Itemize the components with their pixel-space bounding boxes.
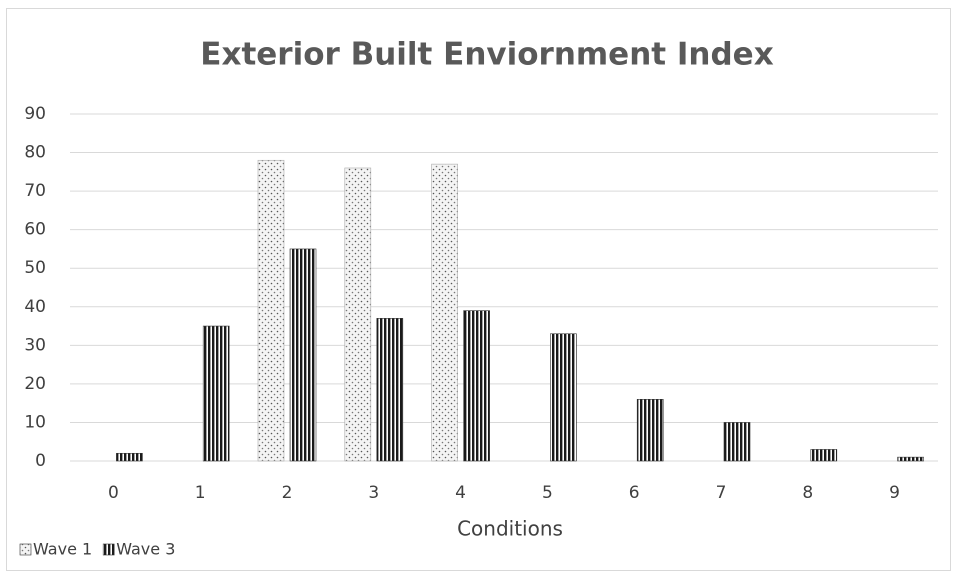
x-tick-label: 6 [629, 483, 640, 503]
x-tick-label: 8 [802, 483, 813, 503]
bar [431, 163, 458, 462]
y-tick-label: 0 [35, 451, 46, 471]
bar [897, 456, 924, 462]
x-tick-label: 1 [195, 483, 206, 503]
legend-label: Wave 1 [33, 540, 92, 559]
y-tick-label: 80 [24, 143, 46, 163]
bar [810, 449, 838, 462]
x-tick-label: 5 [542, 483, 553, 503]
x-tick-label: 4 [455, 483, 466, 503]
bar [289, 248, 317, 462]
bar [550, 333, 577, 462]
bar [723, 422, 751, 462]
chart-title: Exterior Built Enviornment Index [200, 37, 773, 73]
chart-frame [6, 8, 951, 571]
y-tick-label: 60 [24, 220, 46, 240]
bar [344, 167, 372, 462]
x-tick-label: 3 [368, 483, 379, 503]
bar [202, 325, 230, 462]
x-axis-label: Conditions [457, 517, 563, 541]
x-tick-label: 9 [889, 483, 900, 503]
y-tick-label: 70 [24, 181, 46, 201]
legend-swatch [19, 543, 32, 556]
x-tick-label: 2 [282, 483, 293, 503]
legend-swatch [102, 543, 115, 556]
x-tick-label: 7 [716, 483, 727, 503]
legend-label: Wave 3 [116, 540, 175, 559]
bar [116, 452, 143, 462]
y-tick-label: 90 [24, 104, 46, 124]
y-tick-label: 50 [24, 258, 46, 278]
y-tick-label: 30 [24, 335, 46, 355]
bar [636, 399, 664, 462]
bar [376, 318, 404, 462]
bar [257, 159, 285, 462]
bar [463, 310, 490, 462]
y-tick-label: 10 [24, 412, 46, 432]
y-tick-label: 40 [24, 297, 46, 317]
x-tick-label: 0 [108, 483, 119, 503]
y-tick-label: 20 [24, 374, 46, 394]
